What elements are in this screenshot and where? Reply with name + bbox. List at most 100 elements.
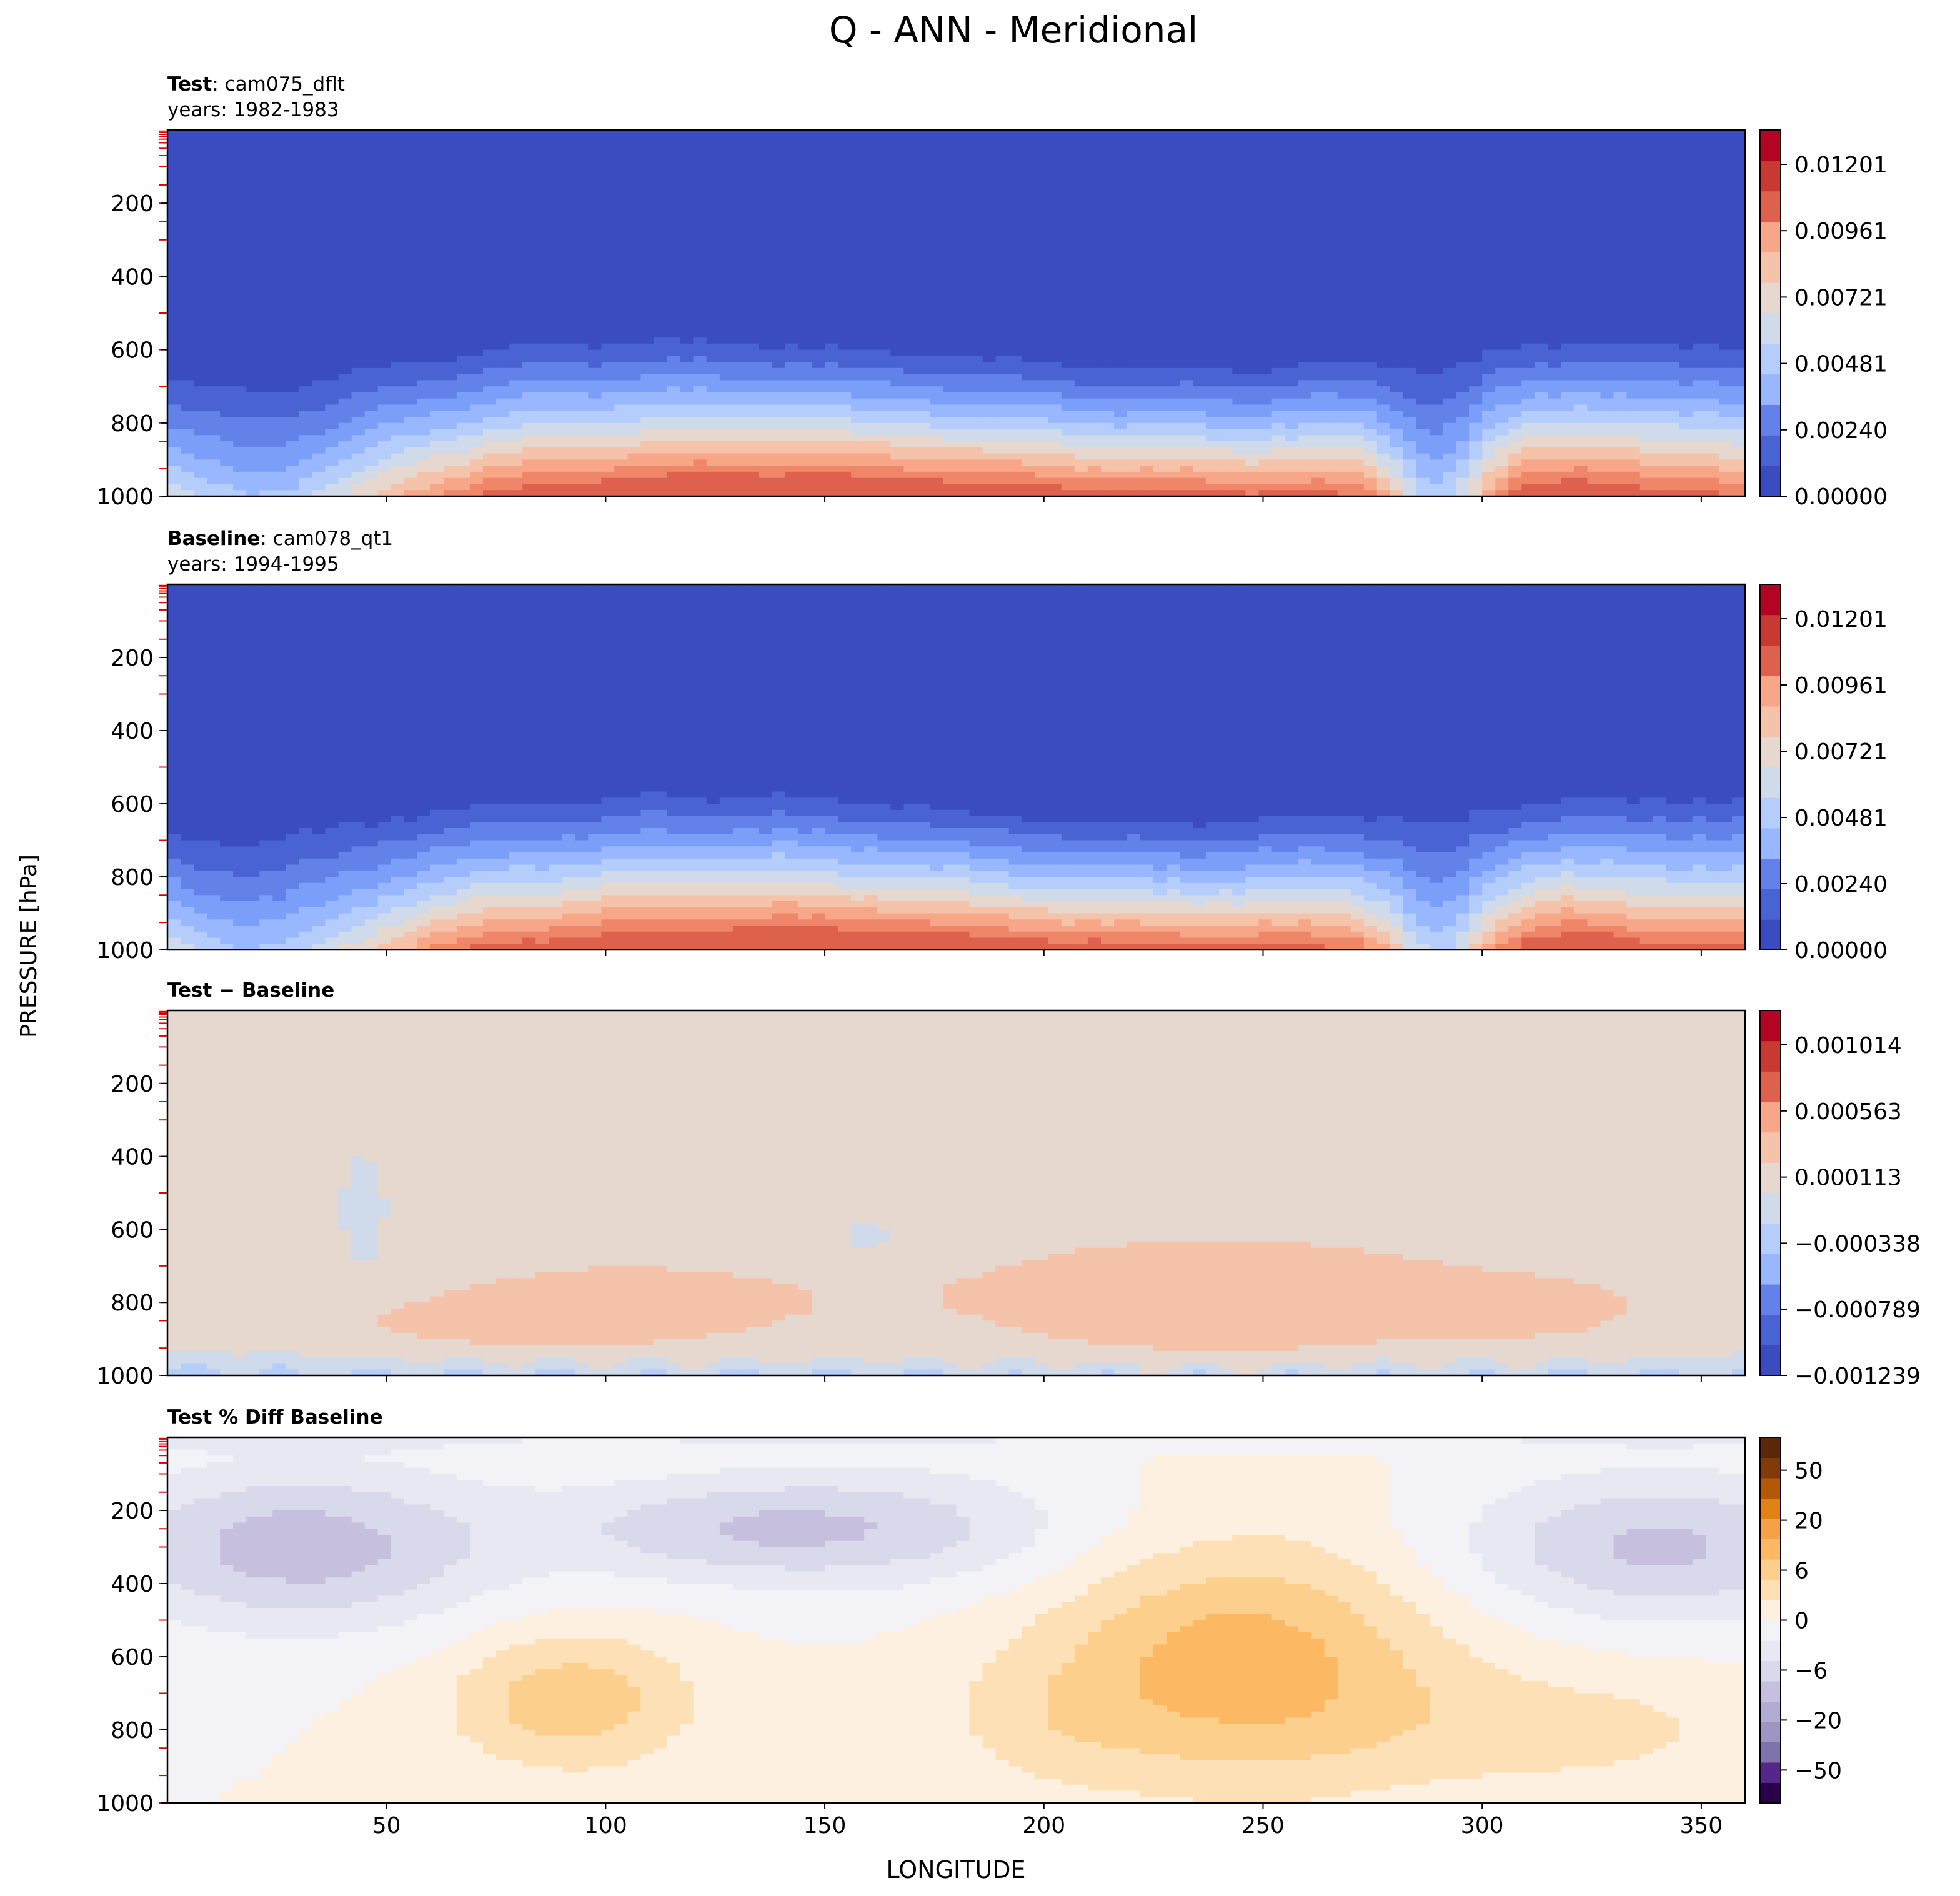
contour-cell (1193, 301, 1206, 307)
contour-cell (1588, 234, 1601, 240)
contour-cell (1732, 307, 1746, 313)
contour-cell (1285, 234, 1299, 240)
contour-cell (1732, 148, 1746, 154)
contour-cell (496, 179, 510, 185)
contour-cell (628, 264, 642, 271)
contour-cell (326, 136, 339, 142)
contour-cell (851, 374, 865, 381)
contour-cell (1588, 271, 1601, 277)
contour-cell (1561, 301, 1574, 307)
contour-cell (549, 313, 562, 319)
contour-cell (614, 216, 628, 222)
contour-cell (1351, 319, 1365, 326)
contour-cell (326, 142, 339, 149)
contour-cell (1245, 130, 1259, 136)
contour-cell (1259, 331, 1273, 337)
contour-cell (1614, 246, 1628, 252)
contour-cell (1403, 374, 1417, 381)
contour-cell (444, 301, 457, 307)
contour-cell (720, 227, 734, 234)
contour-cell (1101, 240, 1115, 246)
contour-cell (720, 313, 734, 319)
contour-cell (233, 356, 247, 362)
contour-cell (983, 356, 997, 362)
contour-cell (720, 276, 734, 282)
contour-cell (864, 185, 878, 191)
contour-cell (917, 234, 930, 240)
contour-cell (1114, 246, 1128, 252)
contour-cell (825, 258, 838, 264)
contour-cell (759, 167, 773, 173)
contour-cell (733, 246, 747, 252)
contour-cell (1088, 167, 1102, 173)
contour-cell (996, 313, 1010, 319)
contour-cell (1259, 222, 1273, 228)
contour-cell (1377, 344, 1391, 350)
contour-cell (1088, 234, 1102, 240)
contour-cell (1180, 326, 1193, 332)
contour-cell (259, 362, 273, 368)
contour-cell (1627, 240, 1641, 246)
contour-cell (1443, 344, 1456, 350)
contour-cell (1285, 179, 1299, 185)
contour-cell (628, 276, 642, 282)
contour-cell (194, 289, 207, 295)
contour-cell (1062, 191, 1075, 197)
contour-cell (562, 130, 575, 136)
contour-cell (1430, 172, 1443, 179)
contour-cell (352, 326, 366, 332)
contour-cell (404, 246, 418, 252)
contour-cell (470, 307, 484, 313)
contour-cell (996, 350, 1010, 356)
contour-cell (246, 319, 260, 326)
contour-cell (943, 234, 957, 240)
contour-cell (194, 216, 207, 222)
contour-cell (1206, 142, 1220, 149)
contour-cell (614, 319, 628, 326)
contour-cell (1719, 326, 1733, 332)
contour-cell (1127, 142, 1141, 149)
contour-cell (312, 240, 326, 246)
contour-cell (877, 282, 891, 289)
contour-cell (339, 282, 352, 289)
contour-cell (1153, 234, 1167, 240)
contour-cell (825, 307, 838, 313)
contour-cell (299, 246, 312, 252)
contour-cell (1495, 258, 1509, 264)
contour-cell (207, 142, 221, 149)
contour-cell (759, 368, 773, 374)
contour-cell (1561, 197, 1574, 203)
contour-cell (1259, 172, 1273, 179)
contour-cell (181, 295, 194, 301)
contour-cell (680, 301, 694, 307)
contour-cell (167, 185, 181, 191)
contour-cell (1351, 246, 1365, 252)
contour-cell (233, 307, 247, 313)
contour-cell (1219, 222, 1233, 228)
contour-cell (1219, 295, 1233, 301)
contour-cell (496, 216, 510, 222)
contour-cell (167, 271, 181, 277)
contour-cell (864, 356, 878, 362)
contour-cell (1482, 282, 1496, 289)
contour-cell (628, 337, 642, 344)
contour-cell (233, 240, 247, 246)
contour-cell (1390, 368, 1404, 374)
contour-cell (1719, 172, 1733, 179)
contour-cell (339, 185, 352, 191)
contour-cell (1588, 356, 1601, 362)
contour-cell (1338, 289, 1351, 295)
contour-cell (1666, 344, 1680, 350)
contour-cell (1193, 191, 1206, 197)
contour-cell (1495, 234, 1509, 240)
contour-cell (220, 222, 234, 228)
contour-cell (562, 209, 575, 216)
contour-cell (220, 350, 234, 356)
contour-cell (1127, 264, 1141, 271)
contour-cell (339, 295, 352, 301)
contour-cell (1180, 203, 1193, 209)
contour-cell (1561, 203, 1574, 209)
contour-cell (1482, 234, 1496, 240)
contour-cell (772, 282, 786, 289)
contour-cell (1219, 258, 1233, 264)
